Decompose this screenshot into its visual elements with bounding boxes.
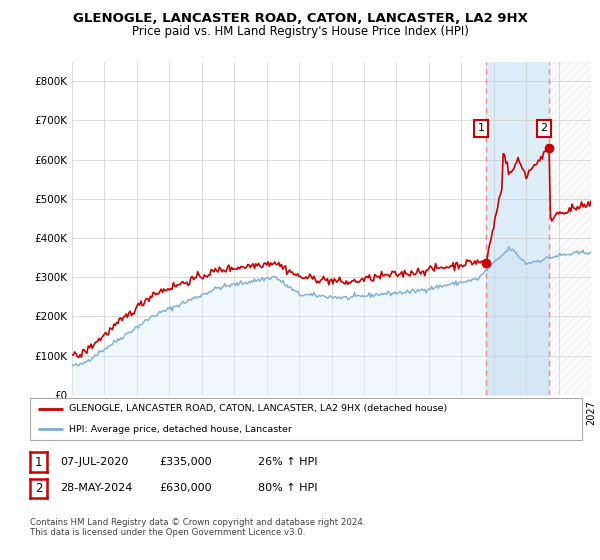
Text: Price paid vs. HM Land Registry's House Price Index (HPI): Price paid vs. HM Land Registry's House … xyxy=(131,25,469,38)
Text: GLENOGLE, LANCASTER ROAD, CATON, LANCASTER, LA2 9HX: GLENOGLE, LANCASTER ROAD, CATON, LANCAST… xyxy=(73,12,527,25)
Text: GLENOGLE, LANCASTER ROAD, CATON, LANCASTER, LA2 9HX (detached house): GLENOGLE, LANCASTER ROAD, CATON, LANCAST… xyxy=(68,404,447,413)
Text: 26% ↑ HPI: 26% ↑ HPI xyxy=(258,457,317,467)
Text: 1: 1 xyxy=(35,455,42,469)
Text: 1: 1 xyxy=(478,123,485,133)
Text: 2: 2 xyxy=(541,123,548,133)
Bar xyxy=(549,62,591,395)
Bar xyxy=(549,62,591,395)
Text: £335,000: £335,000 xyxy=(159,457,212,467)
Text: 07-JUL-2020: 07-JUL-2020 xyxy=(60,457,128,467)
Text: £630,000: £630,000 xyxy=(159,483,212,493)
Text: 2: 2 xyxy=(35,482,42,495)
Text: HPI: Average price, detached house, Lancaster: HPI: Average price, detached house, Lanc… xyxy=(68,424,292,433)
Text: 28-MAY-2024: 28-MAY-2024 xyxy=(60,483,133,493)
Text: 80% ↑ HPI: 80% ↑ HPI xyxy=(258,483,317,493)
Text: Contains HM Land Registry data © Crown copyright and database right 2024.
This d: Contains HM Land Registry data © Crown c… xyxy=(30,518,365,538)
Bar xyxy=(486,62,549,395)
